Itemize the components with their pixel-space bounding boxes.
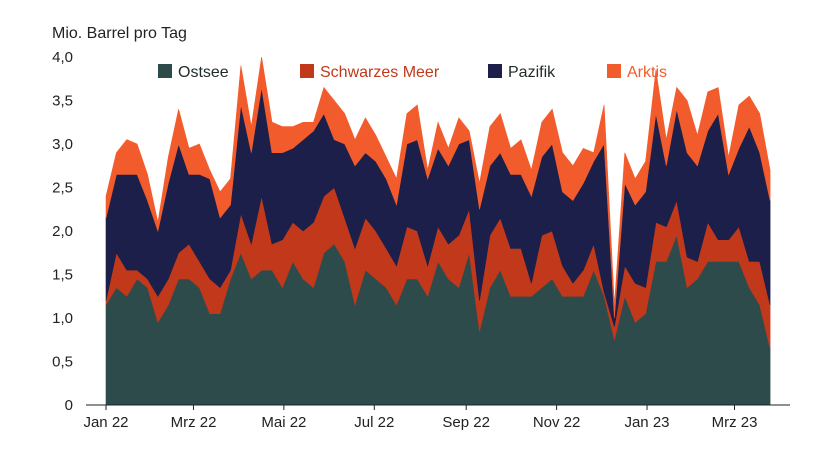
y-tick-label: 1,0 — [52, 310, 73, 327]
legend-label: Schwarzes Meer — [320, 64, 440, 81]
x-tick-label: Mai 22 — [261, 414, 306, 431]
y-tick-label: 2,0 — [52, 223, 73, 240]
legend-item: Pazifik — [488, 64, 556, 81]
x-axis: Jan 22 Mrz 22 Mai 22 Jul 22 Sep 22 Nov 22 Jan … — [83, 405, 757, 431]
x-tick-label: Mrz 23 — [712, 414, 758, 431]
x-tick-label: Jul 22 — [354, 414, 394, 431]
legend-label: Ostsee — [178, 64, 229, 81]
y-tick-label: 0 — [65, 397, 73, 414]
legend-item: Schwarzes Meer — [300, 64, 440, 81]
x-tick-label: Jan 22 — [83, 414, 128, 431]
area-layers — [105, 56, 771, 406]
y-tick-label: 3,0 — [52, 136, 73, 153]
legend-swatch — [607, 64, 621, 78]
y-tick-label: 4,0 — [52, 49, 73, 66]
legend-swatch — [300, 64, 314, 78]
legend-label: Arktis — [627, 64, 667, 81]
legend-swatch — [158, 64, 172, 78]
y-tick-label: 0,5 — [52, 354, 73, 371]
legend-label: Pazifik — [508, 64, 556, 81]
y-unit-label: Mio. Barrel pro Tag — [52, 25, 187, 42]
area-series-4 — [105, 56, 771, 319]
x-tick-label: Mrz 22 — [171, 414, 217, 431]
legend: Ostsee Schwarzes Meer Pazifik Arktis — [158, 64, 667, 81]
y-tick-label: 1,5 — [52, 267, 73, 284]
x-tick-label: Nov 22 — [533, 414, 581, 431]
legend-item: Ostsee — [158, 64, 229, 81]
x-tick-label: Sep 22 — [442, 414, 490, 431]
y-tick-label: 3,5 — [52, 93, 73, 110]
legend-item: Arktis — [607, 64, 667, 81]
legend-swatch — [488, 64, 502, 78]
x-tick-label: Jan 23 — [624, 414, 669, 431]
y-tick-label: 2,5 — [52, 180, 73, 197]
y-axis: 0 0,5 1,0 1,5 2,0 2,5 3,0 3,5 4,0 — [52, 49, 73, 414]
